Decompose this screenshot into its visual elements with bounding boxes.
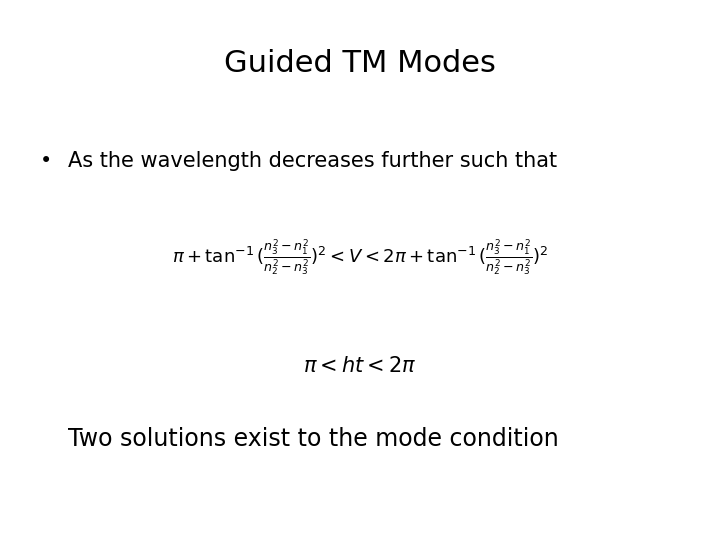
Text: Two solutions exist to the mode condition: Two solutions exist to the mode conditio… [68,427,559,450]
Text: $\pi < ht < 2\pi$: $\pi < ht < 2\pi$ [303,356,417,376]
Text: As the wavelength decreases further such that: As the wavelength decreases further such… [68,151,557,171]
Text: $\pi + \tan^{-1}(\frac{n_3^2 - n_1^2}{n_2^2 - n_3^2})^2 < V < 2\pi + \tan^{-1}(\: $\pi + \tan^{-1}(\frac{n_3^2 - n_1^2}{n_… [172,238,548,278]
Text: Guided TM Modes: Guided TM Modes [224,49,496,78]
Text: •: • [40,151,52,171]
